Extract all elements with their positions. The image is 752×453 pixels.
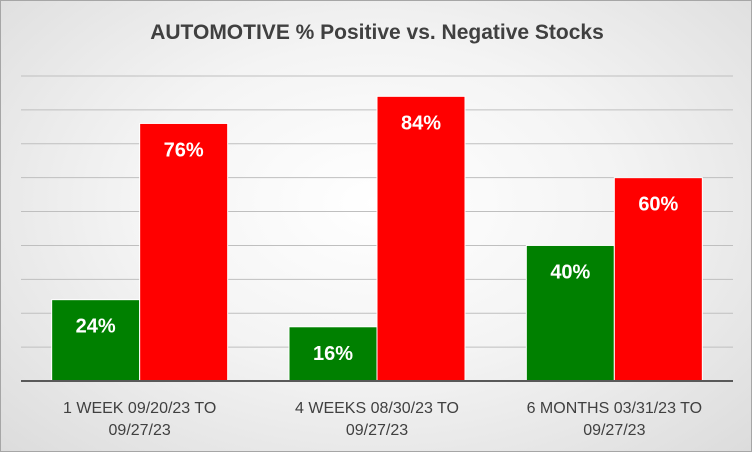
data-label: 40% <box>550 261 590 283</box>
category-label: 09/27/23 <box>109 422 171 439</box>
data-label: 16% <box>313 343 353 365</box>
chart-title: AUTOMOTIVE % Positive vs. Negative Stock… <box>150 21 604 44</box>
bar <box>376 95 466 382</box>
bar <box>613 177 703 382</box>
category-label: 09/27/23 <box>346 422 408 439</box>
category-label: 6 MONTHS 03/31/23 TO <box>527 400 702 417</box>
category-label: 1 WEEK 09/20/23 TO <box>63 400 216 417</box>
data-label: 60% <box>638 194 678 216</box>
data-label: 24% <box>76 316 116 338</box>
category-label: 09/27/23 <box>583 422 645 439</box>
bar <box>51 299 141 382</box>
bar <box>288 326 378 382</box>
data-label: 84% <box>401 112 441 134</box>
bar <box>139 122 229 382</box>
data-label: 76% <box>164 139 204 161</box>
category-label: 4 WEEKS 08/30/23 TO <box>295 400 459 417</box>
bar <box>525 244 615 382</box>
